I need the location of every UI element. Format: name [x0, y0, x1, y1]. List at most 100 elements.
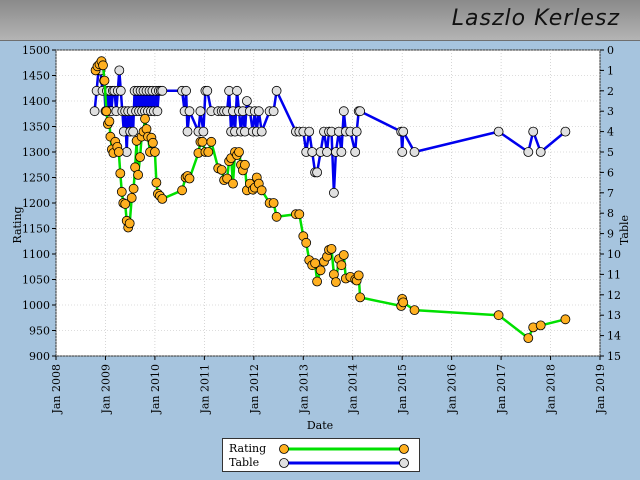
y2-tick-label: 6: [607, 166, 614, 179]
data-point-table: [398, 126, 409, 137]
data-point-rating: [113, 147, 124, 157]
y2-tick-label: 1: [607, 64, 614, 77]
data-point-table: [312, 167, 323, 178]
data-point-rating: [133, 169, 144, 180]
x-tick-label: Jan 2009: [99, 364, 112, 415]
data-point-table: [182, 126, 193, 137]
x-tick-label: Jan 2010: [149, 364, 162, 415]
data-point-table: [157, 85, 168, 96]
y-axis-label: Rating: [11, 206, 24, 243]
data-point-table: [307, 147, 318, 157]
y2-tick-label: 15: [607, 350, 621, 363]
data-point-table: [89, 106, 100, 117]
y-tick-label: 1100: [22, 248, 50, 261]
data-point-table: [253, 106, 264, 117]
data-point-rating: [147, 137, 158, 148]
y-tick-label: 1500: [22, 44, 50, 57]
y2-tick-label: 5: [607, 146, 614, 159]
data-point-rating: [493, 310, 504, 321]
y-tick-label: 1450: [22, 70, 50, 83]
data-point-table: [232, 85, 242, 96]
data-point-table: [115, 85, 126, 96]
data-point-table: [181, 85, 192, 96]
data-point-rating: [336, 260, 347, 271]
data-point-table: [198, 126, 209, 137]
y-tick-label: 1150: [22, 223, 50, 236]
data-point-table: [195, 106, 206, 117]
x-tick-label: Jan 2017: [495, 364, 508, 415]
data-point-rating: [126, 192, 137, 203]
data-point-rating: [128, 183, 139, 194]
data-point-rating: [135, 152, 146, 163]
y-tick-label: 1350: [22, 121, 50, 134]
data-point-rating: [124, 218, 135, 229]
data-point-table: [128, 126, 139, 137]
y-tick-label: 900: [29, 350, 50, 363]
x-tick-label: Jan 2019: [594, 364, 607, 415]
data-point-rating: [268, 198, 279, 208]
y2-tick-label: 8: [607, 207, 614, 220]
y2-tick-label: 12: [607, 289, 621, 302]
x-axis-label: Date: [307, 419, 333, 432]
x-tick-label: Jan 2013: [297, 364, 310, 415]
data-point-rating: [151, 177, 162, 188]
x-tick-label: Jan 2018: [545, 364, 558, 415]
y2-tick-label: 2: [607, 85, 614, 98]
series-rating: [90, 56, 571, 344]
y2-tick-label: 13: [607, 309, 621, 322]
legend: Rating Table: [222, 438, 420, 472]
data-point-rating: [315, 265, 326, 276]
data-point-rating: [338, 250, 349, 260]
data-point-table: [336, 147, 347, 157]
data-point-table: [397, 147, 408, 157]
data-point-rating: [301, 237, 312, 248]
y2-tick-label: 7: [607, 187, 614, 200]
data-point-rating: [184, 173, 195, 184]
data-point-rating: [149, 147, 160, 157]
data-point-table: [350, 147, 361, 157]
x-tick-label: Jan 2012: [248, 364, 261, 415]
data-point-rating: [98, 60, 108, 71]
data-point-table: [355, 106, 366, 117]
y2-tick-label: 11: [607, 268, 621, 281]
y-tick-label: 1400: [22, 95, 50, 108]
x-tick-label: Jan 2011: [198, 364, 211, 415]
data-point-table: [241, 96, 252, 106]
data-point-table: [256, 126, 267, 137]
y-tick-label: 1250: [22, 172, 50, 185]
data-point-rating: [355, 292, 366, 303]
y-axis-left: 900 950 1000 1050 1100 1150 1200 1250 1300 1350 14…: [22, 44, 56, 363]
data-point-rating: [203, 147, 214, 157]
data-point-rating: [239, 159, 250, 170]
x-axis: Jan 2008 Jan 2009 Jan 2010 Jan 2011 Jan 2012…: [50, 356, 607, 415]
data-point-rating: [294, 209, 305, 220]
data-point-rating: [120, 199, 131, 209]
data-point-table: [202, 85, 213, 96]
x-tick-label: Jan 2008: [50, 364, 63, 415]
data-point-table: [152, 106, 163, 117]
data-point-rating: [116, 186, 127, 197]
data-point-table: [535, 147, 546, 157]
y2-tick-label: 9: [607, 228, 614, 241]
data-point-table: [184, 106, 195, 117]
data-point-rating: [523, 333, 534, 344]
data-point-table: [528, 126, 539, 137]
data-point-rating: [256, 185, 267, 196]
data-point-rating: [535, 320, 546, 331]
data-point-table: [351, 126, 362, 137]
data-point-rating: [234, 147, 244, 157]
data-point-rating: [101, 106, 112, 117]
data-point-rating: [271, 211, 282, 222]
legend-label-table: Table: [229, 456, 260, 469]
y-tick-label: 1200: [22, 197, 50, 210]
data-point-table: [338, 106, 349, 117]
data-point-rating: [157, 193, 168, 204]
y-tick-label: 950: [29, 325, 50, 338]
data-point-table: [560, 126, 571, 137]
y-tick-label: 1050: [22, 274, 50, 287]
y2-axis-label: Table: [618, 215, 631, 245]
data-point-rating: [326, 243, 337, 254]
data-point-rating: [312, 276, 323, 287]
